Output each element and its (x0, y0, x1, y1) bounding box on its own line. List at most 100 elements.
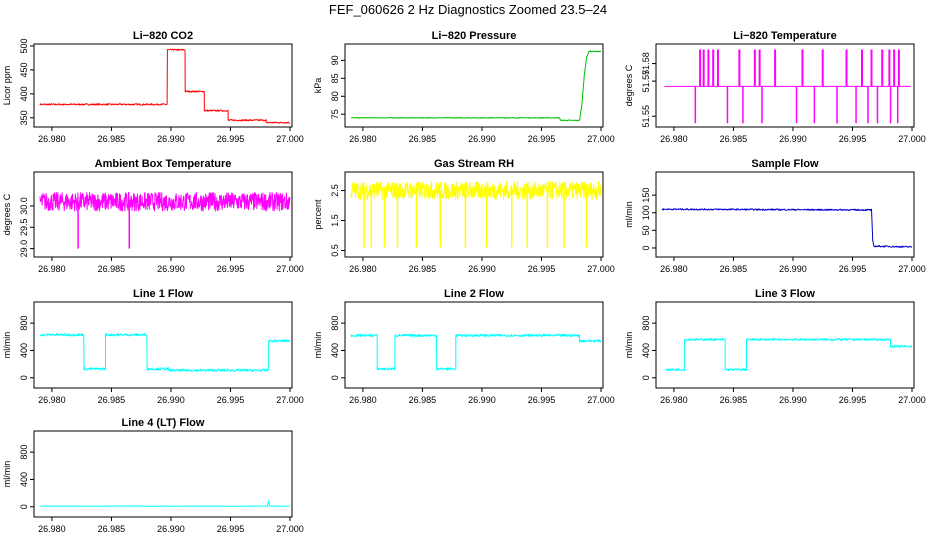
panel-title: Li−820 CO2 (133, 30, 193, 42)
y-axis-label: degrees C (624, 64, 634, 106)
y-tick-label: 51.57 (641, 70, 651, 93)
panel-sample_flow: Sample Flow ml/min 26.980 26.985 26.990 26.99… (624, 158, 926, 274)
x-tick-label: 27.000 (276, 524, 304, 534)
y-tick-label: 800 (19, 445, 29, 460)
y-tick-label: 800 (19, 316, 29, 331)
x-tick-label: 26.995 (217, 264, 245, 274)
x-tick-label: 26.980 (349, 134, 377, 144)
y-tick-label: 51.58 (641, 52, 651, 75)
x-tick-label: 26.980 (660, 134, 688, 144)
y-tick-label: 2.5 (330, 184, 340, 197)
y-tick-label: 400 (19, 472, 29, 487)
x-tick-label: 26.985 (98, 524, 126, 534)
y-tick-label: 50 (641, 225, 651, 235)
panel-title: Ambient Box Temperature (95, 158, 232, 170)
y-axis-label: ml/min (624, 332, 634, 359)
y-tick-label: 0 (19, 375, 29, 380)
x-tick-label: 26.990 (468, 395, 496, 405)
x-tick-label: 26.995 (528, 264, 556, 274)
panel-co2: Li−820 CO2 Licor ppm 26.980 26.985 26.990 26.… (2, 30, 304, 144)
x-tick-label: 26.985 (98, 395, 126, 405)
y-tick-label: 90 (330, 55, 340, 65)
series-line (350, 50, 601, 122)
x-tick-label: 26.990 (779, 134, 807, 144)
y-tick-label: 29.5 (19, 219, 29, 237)
series-line (350, 181, 602, 200)
y-tick-label: 450 (19, 62, 29, 77)
y-axis-label: ml/min (313, 332, 323, 359)
x-tick-label: 26.990 (779, 264, 807, 274)
x-tick-label: 26.985 (720, 134, 748, 144)
plot-frame (33, 430, 293, 518)
x-tick-label: 27.000 (898, 134, 926, 144)
x-tick-label: 26.985 (720, 395, 748, 405)
panels: Li−820 CO2 Licor ppm 26.980 26.985 26.990 26.… (2, 30, 926, 534)
panel-title: Li−820 Pressure (432, 30, 517, 42)
plot-frame (655, 43, 915, 128)
x-tick-label: 27.000 (898, 395, 926, 405)
panel-title: Line 1 Flow (133, 288, 193, 300)
panel-title: Line 2 Flow (444, 288, 504, 300)
series-line (350, 333, 602, 371)
y-tick-label: 0 (330, 375, 340, 380)
y-tick-label: 100 (641, 205, 651, 220)
y-tick-label: 29.0 (19, 240, 29, 258)
x-tick-label: 26.985 (409, 395, 437, 405)
x-tick-label: 26.990 (157, 134, 185, 144)
y-tick-label: 85 (330, 73, 340, 83)
x-tick-label: 26.995 (217, 134, 245, 144)
y-tick-label: 0.5 (330, 244, 340, 257)
y-tick-label: 400 (19, 343, 29, 358)
x-tick-label: 26.995 (217, 524, 245, 534)
x-tick-label: 26.980 (38, 524, 66, 534)
x-tick-label: 27.000 (587, 264, 615, 274)
x-tick-label: 26.980 (660, 264, 688, 274)
y-axis-label: kPa (313, 78, 323, 94)
x-tick-label: 26.995 (839, 395, 867, 405)
x-tick-label: 26.995 (839, 264, 867, 274)
series-line (39, 191, 291, 212)
y-tick-label: 400 (19, 86, 29, 101)
plot-frame (33, 301, 293, 389)
y-tick-label: 400 (641, 343, 651, 358)
x-tick-label: 26.980 (38, 264, 66, 274)
series-line (39, 333, 291, 372)
plot-frame (33, 43, 293, 128)
panel-line2: Line 2 Flow ml/min 26.980 26.985 26.990 26.99… (313, 288, 615, 405)
panel-title: Line 3 Flow (755, 288, 815, 300)
panel-title: Sample Flow (751, 158, 819, 170)
y-tick-label: 800 (330, 316, 340, 331)
figure-title: FEF_060626 2 Hz Diagnostics Zoomed 23.5–… (329, 2, 607, 17)
x-tick-label: 26.995 (217, 395, 245, 405)
panel-ambient: Ambient Box Temperature degrees C 26.980 26… (2, 158, 304, 274)
plot-frame (344, 171, 604, 258)
y-tick-label: 51.55 (641, 105, 651, 128)
panel-pressure: Li−820 Pressure kPa 26.980 26.985 26.990 26.9… (313, 30, 615, 144)
panel-title: Gas Stream RH (434, 158, 514, 170)
y-tick-label: 350 (19, 110, 29, 125)
x-tick-label: 26.980 (38, 134, 66, 144)
y-tick-label: 500 (19, 38, 29, 53)
y-tick-label: 0 (19, 504, 29, 509)
x-tick-label: 26.990 (779, 395, 807, 405)
panel-line4: Line 4 (LT) Flow ml/min 26.980 26.985 26.990… (2, 417, 304, 534)
x-tick-label: 26.985 (409, 134, 437, 144)
x-tick-label: 26.995 (528, 395, 556, 405)
series-line (665, 338, 913, 372)
plot-frame (344, 301, 604, 389)
x-tick-label: 26.985 (98, 134, 126, 144)
y-tick-label: 400 (330, 343, 340, 358)
panel-line1: Line 1 Flow ml/min 26.980 26.985 26.990 26.99… (2, 288, 304, 405)
panel-line3: Line 3 Flow ml/min 26.980 26.985 26.990 26.99… (624, 288, 926, 405)
plot-frame (655, 301, 915, 389)
x-tick-label: 26.980 (660, 395, 688, 405)
plot-frame (344, 43, 604, 128)
plot-frame (33, 171, 293, 258)
x-tick-label: 26.990 (468, 264, 496, 274)
panel-rh: Gas Stream RH percent 26.980 26.985 26.990 26… (313, 158, 615, 274)
y-axis-label: degrees C (2, 193, 12, 235)
x-tick-label: 26.980 (349, 395, 377, 405)
series-line (39, 48, 291, 124)
x-tick-label: 27.000 (587, 134, 615, 144)
